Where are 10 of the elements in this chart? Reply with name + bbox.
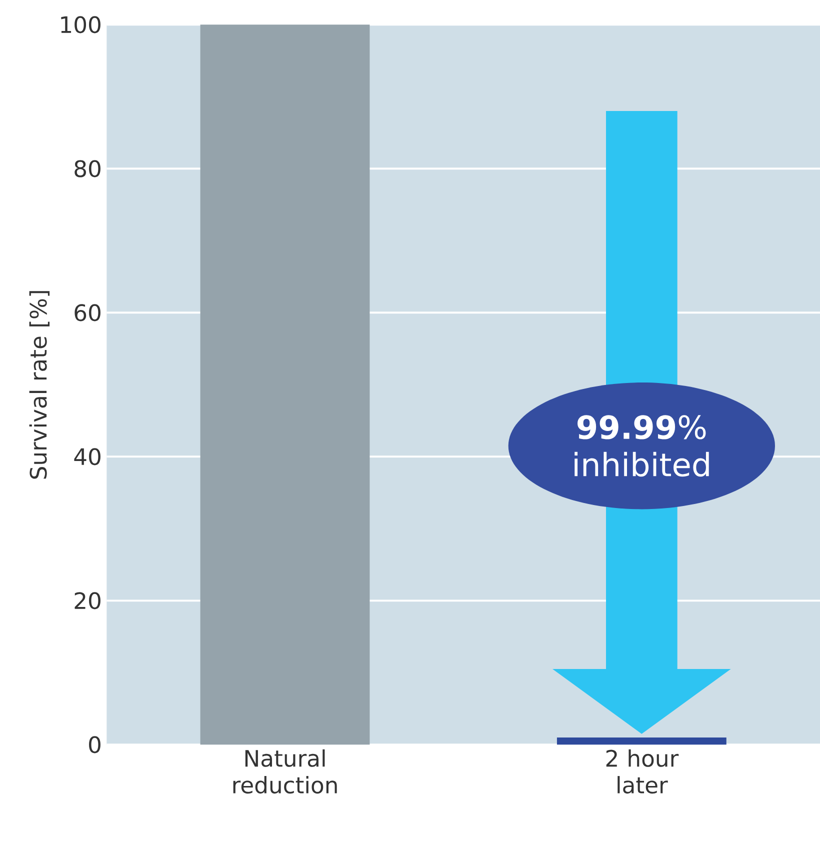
y-axis-title: Survival rate [%] <box>29 291 50 479</box>
y-tick-label: 60 <box>74 304 100 322</box>
y-tick-label: 20 <box>74 592 100 610</box>
x-tick-label: Natural reduction <box>233 749 337 794</box>
x-tick-label: 2 hour later <box>606 749 679 794</box>
y-tick-label: 40 <box>74 448 100 466</box>
y-tick-label: 0 <box>89 736 100 754</box>
y-tick-label: 80 <box>74 160 100 178</box>
y-tick-label: 100 <box>61 16 100 34</box>
annotation: 99.99% inhibited <box>574 415 709 477</box>
